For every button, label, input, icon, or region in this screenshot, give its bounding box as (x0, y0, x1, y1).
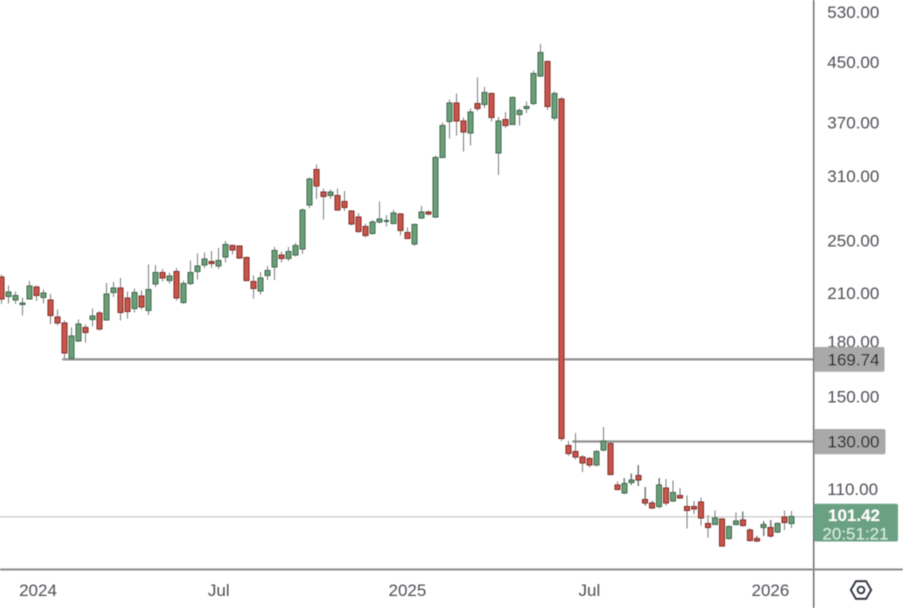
svg-text:530.00: 530.00 (827, 3, 879, 22)
svg-text:130.00: 130.00 (828, 433, 880, 452)
svg-text:370.00: 370.00 (827, 114, 879, 133)
svg-text:150.00: 150.00 (827, 388, 879, 407)
svg-text:Jul: Jul (579, 581, 601, 600)
svg-text:Jul: Jul (208, 581, 230, 600)
svg-text:169.74: 169.74 (828, 350, 880, 369)
svg-text:2025: 2025 (388, 581, 426, 600)
svg-text:101.42: 101.42 (828, 506, 880, 525)
svg-text:210.00: 210.00 (827, 284, 879, 303)
svg-text:310.00: 310.00 (827, 167, 879, 186)
svg-text:450.00: 450.00 (827, 53, 879, 72)
svg-text:20:51:21: 20:51:21 (822, 524, 888, 543)
svg-text:2026: 2026 (751, 581, 789, 600)
svg-text:180.00: 180.00 (827, 333, 879, 352)
svg-text:2024: 2024 (19, 581, 57, 600)
svg-text:110.00: 110.00 (827, 480, 878, 499)
svg-text:250.00: 250.00 (827, 232, 879, 251)
